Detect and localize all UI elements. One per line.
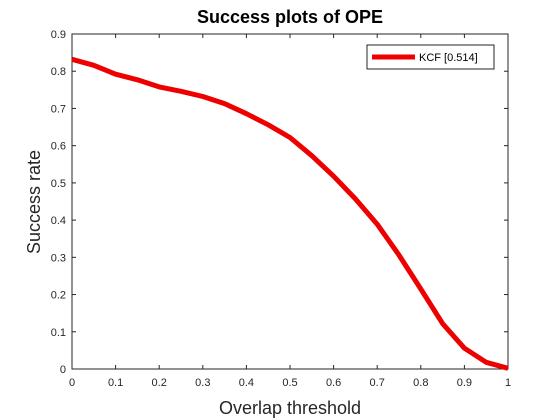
x-axis: 0 0.1 0.2 0.3 0.4 0.5 0.6 0.7 0.8 0.9 1 <box>69 34 511 389</box>
y-tick-label: 0.9 <box>51 29 66 41</box>
x-tick-label: 0.2 <box>152 377 167 389</box>
y-axis: 0 0.1 0.2 0.3 0.4 0.5 0.6 0.7 0.8 0.9 <box>51 29 508 376</box>
x-tick-label: 0.8 <box>413 377 428 389</box>
series-layer <box>71 56 509 371</box>
y-tick-label: 0 <box>60 364 66 376</box>
y-tick-label: 0.2 <box>51 290 66 302</box>
x-tick-label: 0.6 <box>326 377 341 389</box>
x-tick-label: 0.5 <box>282 377 297 389</box>
series-line-0 <box>71 56 509 371</box>
x-axis-title: Overlap threshold <box>219 398 361 418</box>
y-tick-label: 0.7 <box>51 103 66 115</box>
legend-label: KCF [0.514] <box>419 52 478 64</box>
chart-title: Success plots of OPE <box>197 7 383 27</box>
x-tick-label: 0 <box>69 377 75 389</box>
y-tick-label: 0.4 <box>51 215 66 227</box>
x-tick-label: 0.4 <box>239 377 254 389</box>
x-tick-label: 1 <box>505 377 511 389</box>
x-tick-label: 0.9 <box>457 377 472 389</box>
x-tick-label: 0.1 <box>108 377 123 389</box>
x-tick-label: 0.3 <box>195 377 210 389</box>
y-axis-title: Success rate <box>24 150 44 254</box>
y-tick-label: 0.1 <box>51 327 66 339</box>
y-tick-label: 0.8 <box>51 66 66 78</box>
x-tick-label: 0.7 <box>370 377 385 389</box>
legend: KCF [0.514] <box>366 44 495 70</box>
y-tick-label: 0.3 <box>51 252 66 264</box>
y-tick-label: 0.6 <box>51 141 66 153</box>
y-tick-label: 0.5 <box>51 178 66 190</box>
plot-area <box>71 33 509 370</box>
